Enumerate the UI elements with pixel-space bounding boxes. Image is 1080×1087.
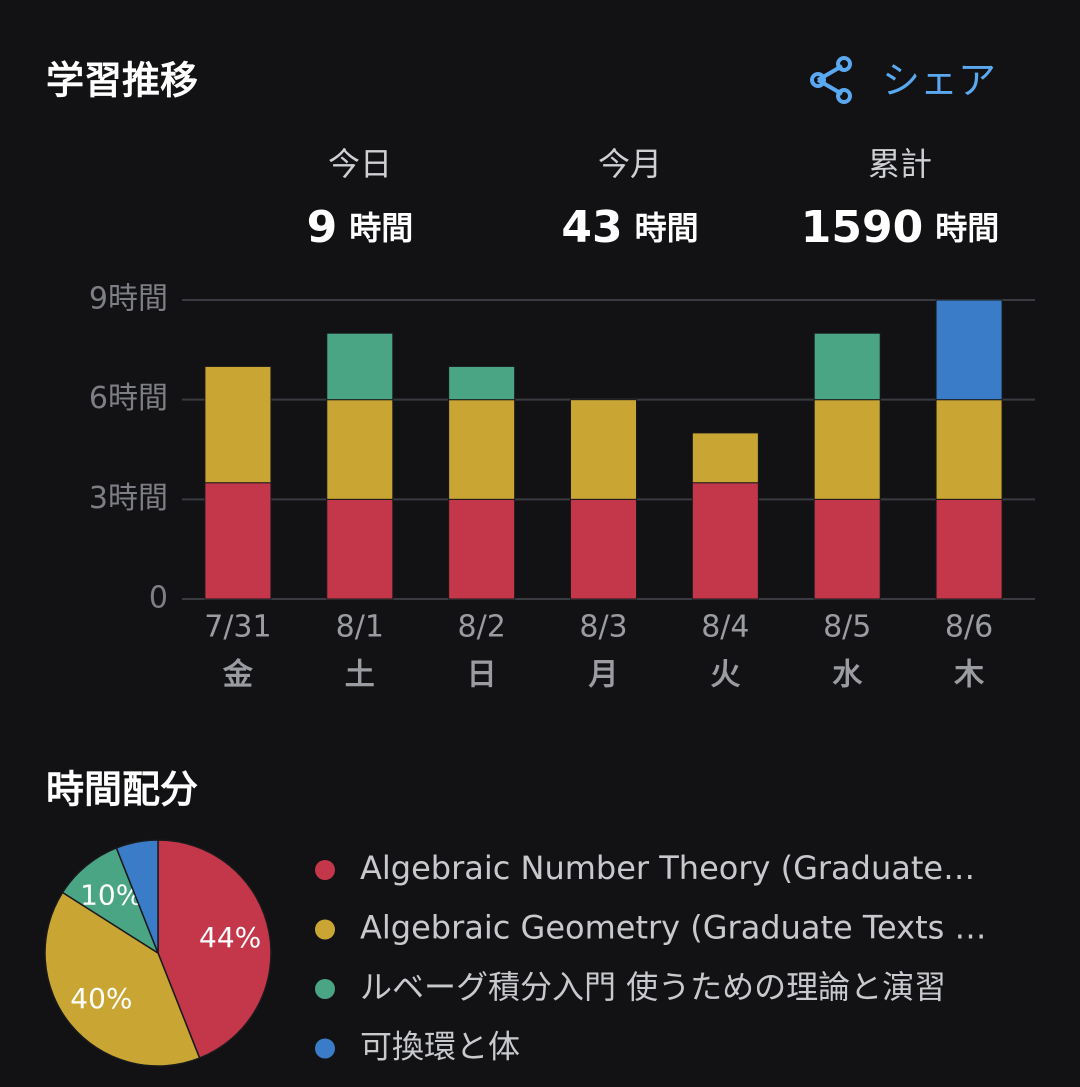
x-tick-label: 8/4 <box>701 610 749 645</box>
x-weekday-label: 月 <box>589 658 619 693</box>
share-icon <box>810 72 826 88</box>
x-tick-label: 8/1 <box>336 610 384 645</box>
share-label[interactable]: シェア <box>882 59 996 103</box>
legend-label: ルベーグ積分入門 使うための理論と演習 <box>360 968 946 1006</box>
stat-unit: 時間 <box>635 209 699 247</box>
pie-slice <box>61 846 160 955</box>
legend-dot <box>315 979 335 999</box>
section-title: 学習推移 <box>46 59 198 103</box>
x-tick-label: 8/2 <box>458 610 506 645</box>
bar-segment <box>448 399 516 500</box>
bar-segment <box>813 399 881 500</box>
stat-unit: 時間 <box>349 209 413 247</box>
bar-segment <box>448 498 516 600</box>
pie-label: 40% <box>70 982 132 1015</box>
x-weekday-label: 金 <box>222 658 254 693</box>
bar-segment <box>935 399 1003 500</box>
bar-segment <box>326 498 394 600</box>
bar-segment <box>570 399 637 500</box>
bar-segment <box>813 332 881 401</box>
bar-segment <box>935 299 1003 401</box>
stat-label: 今日 <box>328 145 392 183</box>
stat-value: 9 時間 <box>307 202 414 253</box>
stat-value: 1590 時間 <box>801 202 999 253</box>
stat-number: 43 <box>561 202 622 253</box>
bar-segment <box>326 399 394 500</box>
bar-segment <box>326 332 394 401</box>
stat-number: 9 <box>307 202 338 253</box>
x-tick-label: 7/31 <box>204 610 271 645</box>
bar-segment <box>691 432 759 484</box>
x-weekday-label: 火 <box>710 658 740 693</box>
share-button[interactable]: シェア <box>810 56 996 104</box>
x-tick-label: 8/6 <box>945 610 993 645</box>
legend-label: Algebraic Geometry (Graduate Texts … <box>360 909 986 947</box>
section-title: 時間配分 <box>46 768 198 812</box>
bar-segment <box>448 365 516 401</box>
stat-label: 今月 <box>598 145 662 183</box>
y-tick-label: 6時間 <box>89 381 168 416</box>
stat-number: 1590 <box>801 202 923 253</box>
x-weekday-label: 日 <box>467 658 497 693</box>
bar-segment <box>570 498 637 600</box>
bar-segment <box>691 482 759 600</box>
legend-label: 可換環と体 <box>360 1028 520 1066</box>
bar-segment <box>813 498 881 600</box>
legend-dot <box>315 860 335 880</box>
bar-segment <box>935 498 1003 600</box>
share-icon <box>836 88 852 104</box>
y-tick-label: 0 <box>149 581 168 616</box>
stat-value: 43 時間 <box>561 202 698 253</box>
pie-slice <box>157 839 272 1060</box>
bar-segment <box>204 365 272 484</box>
legend-label: Algebraic Number Theory (Graduate… <box>360 849 975 887</box>
stat-unit: 時間 <box>935 209 999 247</box>
x-tick-label: 8/5 <box>823 610 871 645</box>
y-tick-label: 9時間 <box>89 282 168 317</box>
y-tick-label: 3時間 <box>89 481 168 516</box>
pie-label: 44% <box>199 921 261 954</box>
share-icon <box>836 56 852 72</box>
x-weekday-label: 土 <box>345 658 375 693</box>
pie-slice <box>44 891 201 1067</box>
x-weekday-label: 木 <box>953 658 984 693</box>
x-tick-label: 8/3 <box>579 610 627 645</box>
stat-label: 累計 <box>868 145 932 183</box>
pie-slice <box>115 839 159 954</box>
legend-dot <box>315 1038 335 1059</box>
x-weekday-label: 水 <box>832 658 863 693</box>
legend-dot <box>315 919 335 940</box>
bar-segment <box>204 482 272 600</box>
